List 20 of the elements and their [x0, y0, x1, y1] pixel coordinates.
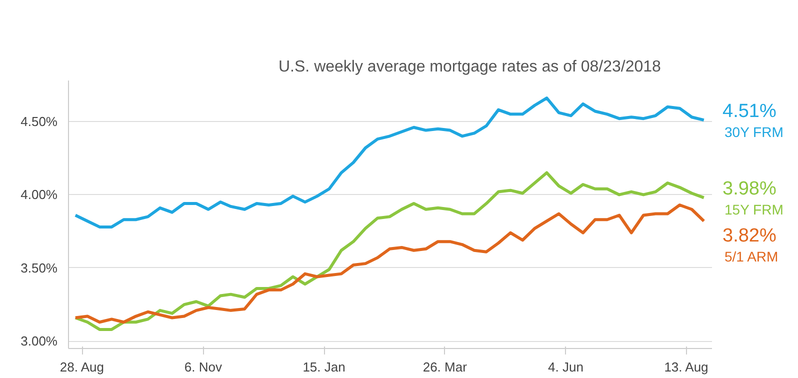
x-tick-label: 28. Aug	[60, 360, 104, 374]
x-tick-label: 13. Aug	[664, 360, 708, 374]
x-tick-label: 4. Jun	[548, 360, 584, 374]
y-tick-label: 3.50%	[20, 260, 58, 276]
y-tick-label: 4.50%	[20, 114, 58, 130]
series-label: 30Y FRM	[724, 124, 784, 140]
x-tick-label: 6. Nov	[184, 360, 222, 374]
line-series	[74, 171, 706, 331]
chart-subtitle: U.S. weekly average mortgage rates as of 08/23/2018	[278, 58, 662, 76]
data-label: 3.98%	[722, 178, 776, 200]
x-tick-label: 15. Jan	[302, 360, 346, 374]
line-series	[74, 96, 706, 228]
y-tick-label: 4.00%	[20, 187, 58, 202]
data-label: 3.82%	[722, 225, 776, 246]
data-label: 4.51%	[722, 101, 776, 122]
text: 5/1 ARM	[724, 248, 778, 264]
line-series	[74, 203, 706, 324]
y-tick-label: 3.00%	[20, 334, 58, 349]
x-tick-label: 26. Mar	[422, 360, 468, 374]
series-label: 15Y FRM	[724, 202, 784, 218]
